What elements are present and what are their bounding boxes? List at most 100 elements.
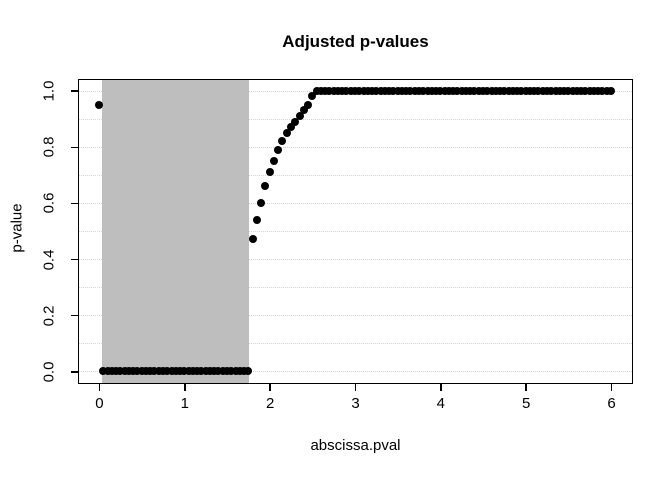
data-point: [257, 198, 266, 207]
data-point: [491, 86, 500, 95]
data-point: [607, 86, 616, 95]
data-point: [120, 367, 129, 376]
data-point: [240, 367, 249, 376]
grid-line: [78, 231, 632, 232]
grid-line: [78, 174, 632, 176]
y-axis-tick: [71, 258, 78, 261]
data-point: [107, 367, 116, 376]
data-point: [508, 86, 517, 95]
data-point: [406, 86, 415, 95]
data-point: [146, 367, 155, 376]
data-point: [402, 86, 411, 95]
data-point: [393, 86, 402, 95]
data-point: [355, 86, 364, 95]
data-point: [572, 86, 581, 95]
data-point: [158, 367, 167, 376]
grid-line: [78, 118, 632, 120]
y-axis-tick-label: 1.0: [40, 80, 58, 102]
data-point: [368, 86, 377, 95]
y-axis-tick: [71, 314, 78, 317]
data-point: [338, 86, 347, 95]
grid-line: [78, 259, 632, 261]
data-point: [321, 86, 330, 95]
data-point: [278, 137, 287, 146]
highlight-rect: [101, 79, 250, 383]
x-axis-tick: [354, 384, 357, 391]
data-point: [210, 367, 219, 376]
data-point: [124, 367, 133, 376]
data-point: [602, 86, 611, 95]
data-point: [193, 367, 202, 376]
data-point: [380, 86, 389, 95]
data-point: [598, 86, 607, 95]
y-axis-tick-label: 0.0: [40, 361, 58, 383]
data-point: [547, 86, 556, 95]
data-point: [453, 86, 462, 95]
x-axis-label: abscissa.pval: [310, 437, 401, 454]
data-point: [500, 86, 509, 95]
y-axis-tick: [71, 202, 78, 205]
data-point: [513, 86, 522, 95]
data-point: [218, 367, 227, 376]
x-axis-tick-label: 3: [351, 395, 360, 412]
y-axis-tick: [71, 90, 78, 92]
data-point: [188, 367, 197, 376]
data-point: [112, 367, 121, 376]
data-point: [99, 367, 108, 376]
data-point: [525, 86, 534, 95]
data-point: [227, 367, 236, 376]
data-point: [133, 367, 142, 376]
x-axis-tick-label: 2: [265, 395, 275, 412]
grid-line: [78, 343, 632, 345]
grid-line: [78, 315, 632, 317]
data-point: [461, 86, 470, 95]
data-point: [385, 86, 394, 95]
x-axis-tick-label: 1: [180, 395, 189, 412]
data-point: [214, 367, 223, 376]
x-axis-tick-label: 0: [95, 395, 104, 412]
data-point: [389, 86, 398, 95]
data-point: [129, 367, 138, 376]
data-point: [167, 367, 176, 376]
data-point: [308, 92, 317, 101]
data-point: [432, 86, 441, 95]
x-axis-tick: [610, 384, 613, 391]
data-point: [103, 367, 112, 376]
data-point: [372, 86, 381, 95]
data-point: [419, 86, 428, 95]
data-point: [538, 86, 547, 95]
data-point: [581, 86, 590, 95]
data-point: [436, 86, 445, 95]
y-axis-tick-label: 0.8: [40, 136, 58, 158]
data-point: [543, 86, 551, 95]
data-point: [410, 86, 419, 95]
data-point: [466, 86, 475, 95]
data-point: [577, 86, 586, 95]
data-point: [534, 86, 543, 95]
y-axis-tick-label: 0.6: [40, 193, 58, 214]
data-point: [474, 86, 483, 95]
data-point: [415, 86, 423, 95]
data-point: [551, 86, 560, 95]
grid-line: [78, 287, 632, 289]
data-point: [282, 128, 291, 137]
data-point: [479, 86, 487, 95]
data-point: [359, 86, 368, 95]
y-axis-tick-label: 0.2: [40, 305, 58, 327]
plot-area: [77, 78, 633, 384]
data-point: [363, 86, 372, 95]
data-point: [231, 367, 240, 376]
data-point: [304, 100, 313, 109]
data-point: [116, 367, 125, 376]
data-point: [333, 86, 342, 95]
data-point: [252, 215, 261, 224]
data-point: [423, 86, 432, 95]
data-point: [150, 367, 159, 376]
data-point: [376, 86, 385, 95]
y-axis-label: p-value: [8, 203, 26, 253]
x-axis-tick: [440, 384, 442, 391]
data-point: [530, 86, 539, 95]
grid-line: [78, 202, 632, 204]
data-point: [269, 156, 278, 165]
